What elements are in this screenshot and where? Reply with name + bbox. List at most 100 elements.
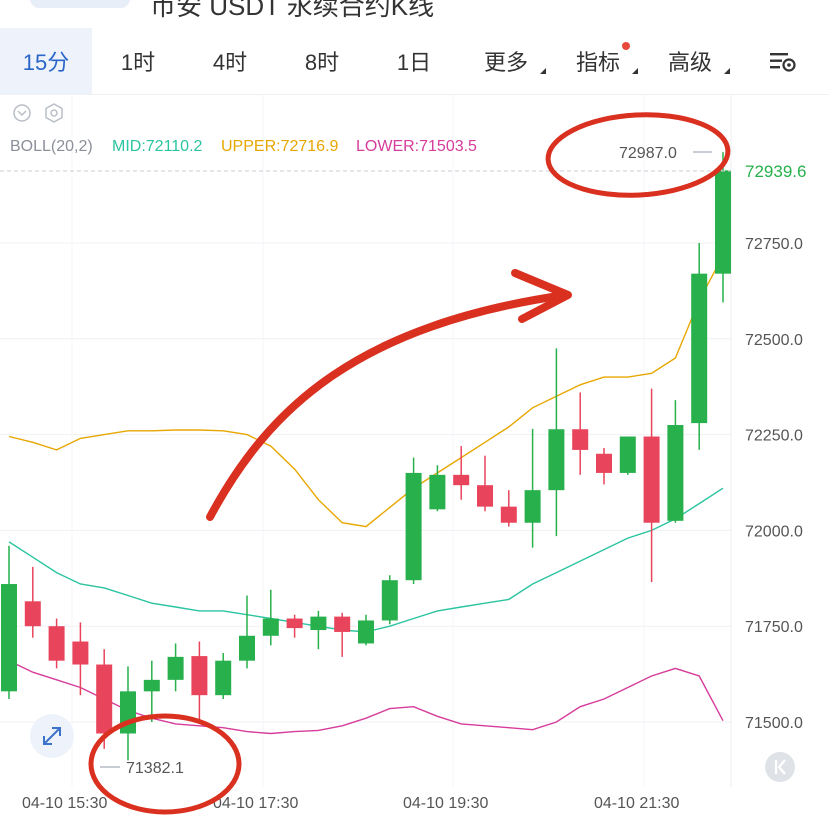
chart-grid: [0, 95, 731, 787]
price-axis: 72750.0 72500.0 72250.0 72000.0 71750.0 71500…: [745, 236, 803, 732]
candle: [477, 455, 493, 512]
candle-body: [167, 656, 184, 680]
candle-body: [1, 584, 17, 692]
timeframe-tabbar: 15分 1时 4时 8时 1日 更多 指标 高级: [0, 28, 829, 95]
candle-body: [405, 472, 422, 581]
tab-indicators[interactable]: 指标: [552, 28, 644, 94]
candle: [167, 643, 184, 692]
candle: [1, 545, 17, 700]
candle: [405, 457, 422, 585]
tab-1d[interactable]: 1日: [368, 28, 460, 94]
tab-label: 高级: [667, 50, 712, 75]
boll-lower-line: [8, 660, 724, 735]
low-price-label: 71382.1: [126, 760, 184, 777]
candle: [524, 428, 541, 548]
notification-dot: [622, 42, 630, 50]
bollinger-bands: [8, 255, 724, 735]
candle: [453, 446, 470, 500]
candle: [215, 653, 232, 700]
boll-upper-label: UPPER:72716.9: [221, 138, 339, 155]
y-tick-label: 72250.0: [745, 428, 803, 445]
x-tick-label: 04-10 17:30: [213, 795, 299, 812]
caret-icon: [632, 68, 638, 74]
candle: [96, 649, 113, 749]
indicator-settings-icon[interactable]: [45, 103, 63, 123]
current-price-label: 72939.6: [745, 162, 806, 181]
candle-body: [429, 474, 446, 510]
chart-settings-button[interactable]: [736, 28, 829, 94]
chart-settings-icon: [769, 53, 796, 72]
uptrend-arrow-annotation: [206, 291, 569, 521]
x-tick-label: 04-10 19:30: [403, 795, 489, 812]
candle-body: [72, 641, 89, 665]
tab-8h[interactable]: 8时: [276, 28, 368, 94]
candle-body: [500, 506, 517, 523]
candle-body: [48, 626, 65, 661]
candle: [120, 666, 136, 761]
candle: [429, 465, 446, 512]
candle: [667, 400, 684, 523]
tab-more[interactable]: 更多: [460, 28, 552, 94]
boll-upper-line: [8, 255, 724, 528]
candle-body: [667, 425, 684, 521]
candle-body: [477, 485, 493, 507]
tab-label: 4时: [212, 50, 248, 75]
candle: [500, 490, 517, 527]
candle: [643, 388, 660, 583]
candle-body: [524, 490, 541, 523]
y-tick-label: 71500.0: [745, 715, 803, 732]
collapse-indicator-icon[interactable]: [13, 104, 31, 122]
boll-indicator-name: BOLL(20,2): [10, 138, 93, 155]
tab-1h[interactable]: 1时: [92, 28, 184, 94]
header-fragment: 币安 USDT 永续合约K线: [0, 0, 829, 18]
y-tick-label: 71750.0: [745, 619, 803, 636]
candle: [358, 614, 374, 646]
uptrend-arrow-head: [511, 269, 572, 323]
candle: [143, 660, 160, 722]
candle-body: [239, 635, 255, 661]
expand-chart-icon[interactable]: [30, 714, 74, 758]
candle: [191, 641, 208, 722]
caret-icon: [724, 68, 730, 74]
candle-body: [215, 660, 232, 696]
high-circle-annotation: [545, 112, 731, 198]
tab-label: 15分: [22, 50, 70, 75]
scroll-to-latest-icon[interactable]: [765, 752, 795, 782]
candle-body: [262, 618, 279, 636]
candle: [381, 575, 398, 625]
tab-label: 1日: [396, 50, 432, 75]
x-tick-label: 04-10 21:30: [594, 795, 680, 812]
tab-advanced[interactable]: 高级: [644, 28, 736, 94]
y-tick-label: 72000.0: [745, 523, 803, 540]
candle-body: [715, 170, 731, 274]
low-circle-annotation: [88, 713, 242, 815]
high-price-label: 72987.0: [619, 145, 677, 162]
candle-body: [191, 656, 208, 696]
caret-icon: [540, 68, 546, 74]
candle: [310, 610, 327, 650]
tab-4h[interactable]: 4时: [184, 28, 276, 94]
header-fragment-text: 币安 USDT 永续合约K线: [150, 0, 435, 18]
boll-mid-label: MID:72110.2: [112, 138, 203, 155]
y-tick-label: 72750.0: [745, 236, 803, 253]
tab-label: 1时: [120, 50, 156, 75]
candle: [572, 392, 589, 475]
candle: [596, 448, 612, 485]
candle: [548, 348, 565, 537]
candle-body: [143, 679, 160, 692]
boll-mid-line: [8, 487, 724, 633]
candle-body: [619, 436, 636, 473]
current-price-tag: [735, 159, 829, 185]
candle-body: [334, 616, 351, 632]
candle-body: [96, 664, 113, 734]
candlestick-chart[interactable]: 72750.0 72500.0 72250.0 72000.0 71750.0 71500…: [0, 95, 829, 818]
tab-15m[interactable]: 15分: [0, 28, 92, 94]
tab-label: 更多: [483, 50, 528, 75]
candle: [691, 243, 708, 450]
candle: [72, 622, 89, 696]
candle-body: [691, 273, 708, 424]
candle-body: [596, 453, 612, 473]
candle: [239, 595, 255, 669]
candle-body: [358, 620, 374, 644]
candle-body: [643, 436, 660, 523]
